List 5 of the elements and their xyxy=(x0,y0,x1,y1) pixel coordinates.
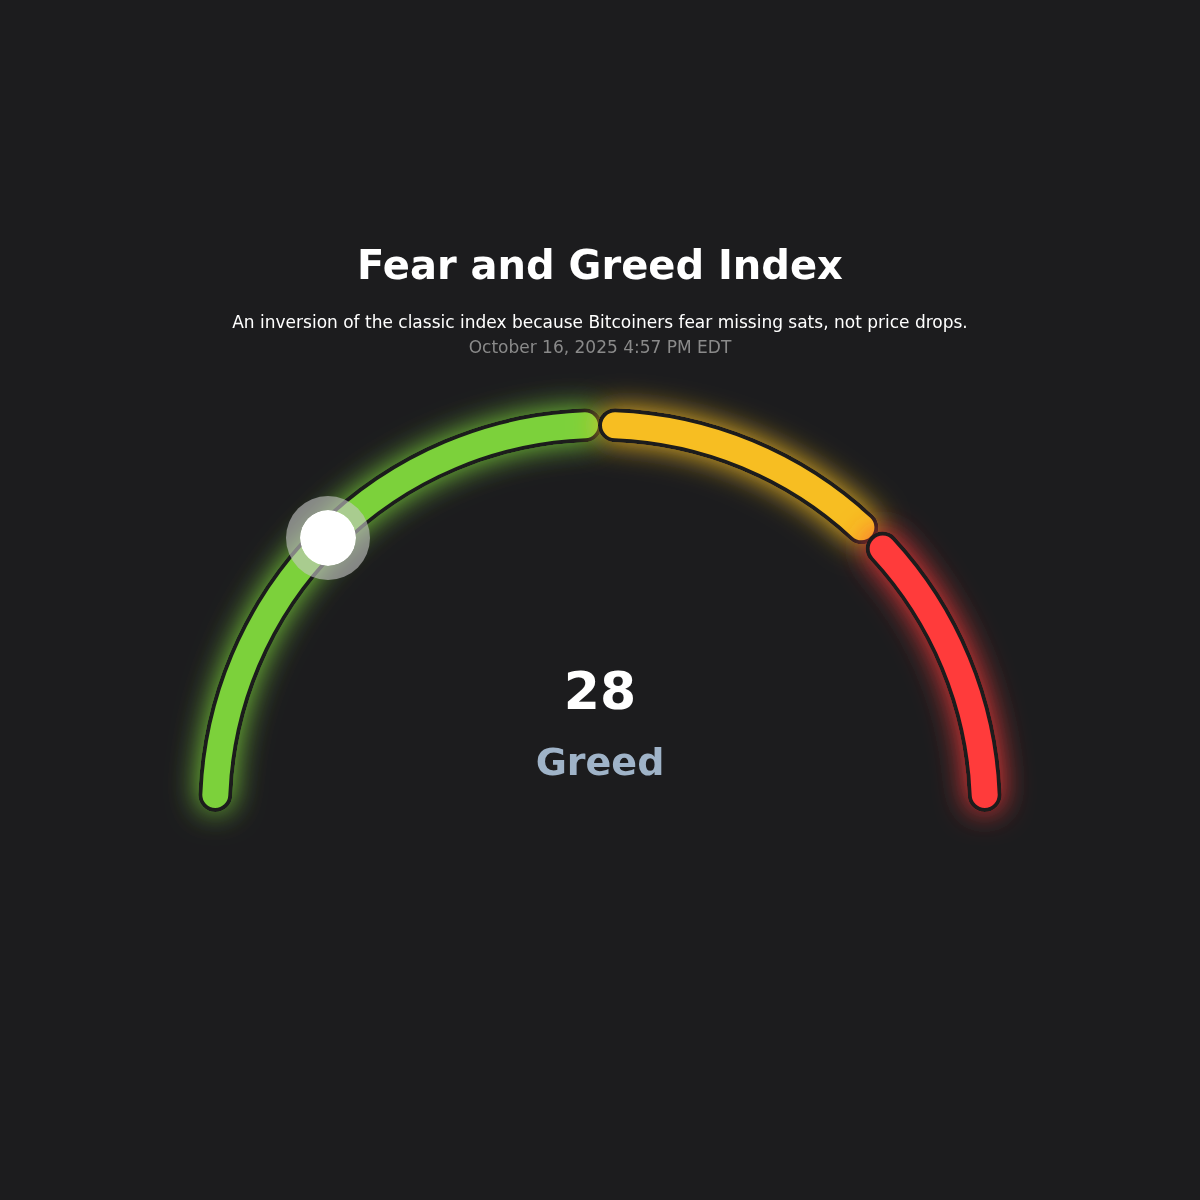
chart-title: Fear and Greed Index xyxy=(357,242,844,288)
text: October 16, 2025 4:57 PM EDT xyxy=(468,336,732,357)
chart-subtitle: An inversion of the classic index because Bitcoiners fear missing sats, not price drops. xyxy=(232,311,968,332)
text: Greed xyxy=(535,740,665,784)
text: 28 xyxy=(563,661,637,721)
